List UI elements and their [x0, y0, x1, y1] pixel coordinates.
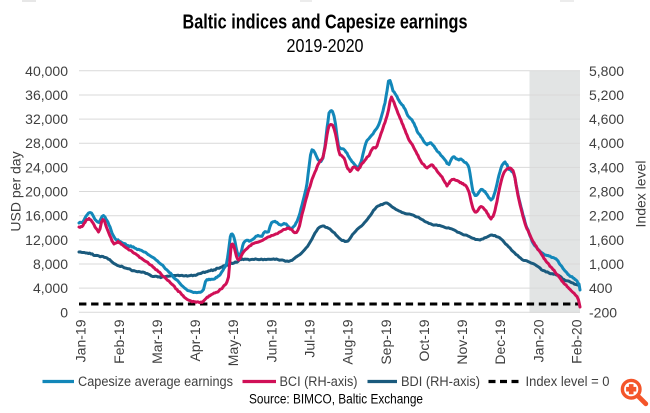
svg-text:Aug-19: Aug-19: [340, 319, 356, 364]
svg-text:4,600: 4,600: [589, 111, 624, 127]
svg-text:36,000: 36,000: [25, 87, 68, 103]
svg-text:12,000: 12,000: [25, 232, 68, 248]
svg-text:Nov-19: Nov-19: [454, 319, 470, 364]
svg-text:3,400: 3,400: [589, 159, 624, 175]
svg-text:1,000: 1,000: [589, 256, 624, 272]
svg-text:5,200: 5,200: [589, 87, 624, 103]
svg-text:32,000: 32,000: [25, 111, 68, 127]
svg-text:20,000: 20,000: [25, 184, 68, 200]
svg-text:Mar-19: Mar-19: [149, 319, 165, 364]
svg-text:Source: BIMCO, Baltic Exchange: Source: BIMCO, Baltic Exchange: [249, 392, 423, 407]
svg-text:BDI (RH-axis): BDI (RH-axis): [401, 374, 480, 389]
svg-text:40,000: 40,000: [25, 63, 68, 79]
svg-text:BCI (RH-axis): BCI (RH-axis): [280, 374, 358, 389]
svg-text:16,000: 16,000: [25, 208, 68, 224]
svg-text:4,000: 4,000: [33, 280, 68, 296]
svg-text:Baltic indices and Capesize ea: Baltic indices and Capesize earnings: [183, 12, 468, 34]
svg-text:Capesize average earnings: Capesize average earnings: [78, 374, 233, 389]
svg-text:Jul-19: Jul-19: [302, 319, 318, 357]
svg-text:Index level: Index level: [633, 161, 649, 228]
svg-text:400: 400: [589, 280, 613, 296]
svg-text:Index level = 0: Index level = 0: [526, 374, 610, 389]
svg-text:28,000: 28,000: [25, 135, 68, 151]
svg-text:8,000: 8,000: [33, 256, 68, 272]
svg-text:Jan-20: Jan-20: [530, 319, 546, 362]
svg-text:2,800: 2,800: [589, 184, 624, 200]
svg-text:Feb-20: Feb-20: [569, 319, 585, 364]
svg-text:2019-2020: 2019-2020: [287, 36, 364, 56]
svg-text:-200: -200: [589, 304, 617, 320]
svg-text:USD per day: USD per day: [8, 151, 24, 231]
svg-text:May-19: May-19: [225, 319, 241, 366]
svg-text:Sep-19: Sep-19: [378, 319, 394, 364]
svg-text:4,000: 4,000: [589, 135, 624, 151]
svg-text:2,200: 2,200: [589, 208, 624, 224]
svg-text:Jun-19: Jun-19: [263, 319, 279, 362]
svg-text:0: 0: [60, 304, 68, 320]
svg-text:5,800: 5,800: [589, 63, 624, 79]
svg-text:24,000: 24,000: [25, 159, 68, 175]
svg-text:1,600: 1,600: [589, 232, 624, 248]
svg-text:Oct-19: Oct-19: [416, 319, 432, 361]
svg-text:Apr-19: Apr-19: [187, 319, 203, 361]
svg-text:Dec-19: Dec-19: [492, 319, 508, 364]
svg-text:Feb-19: Feb-19: [111, 319, 127, 364]
svg-text:Jan-19: Jan-19: [73, 319, 89, 362]
